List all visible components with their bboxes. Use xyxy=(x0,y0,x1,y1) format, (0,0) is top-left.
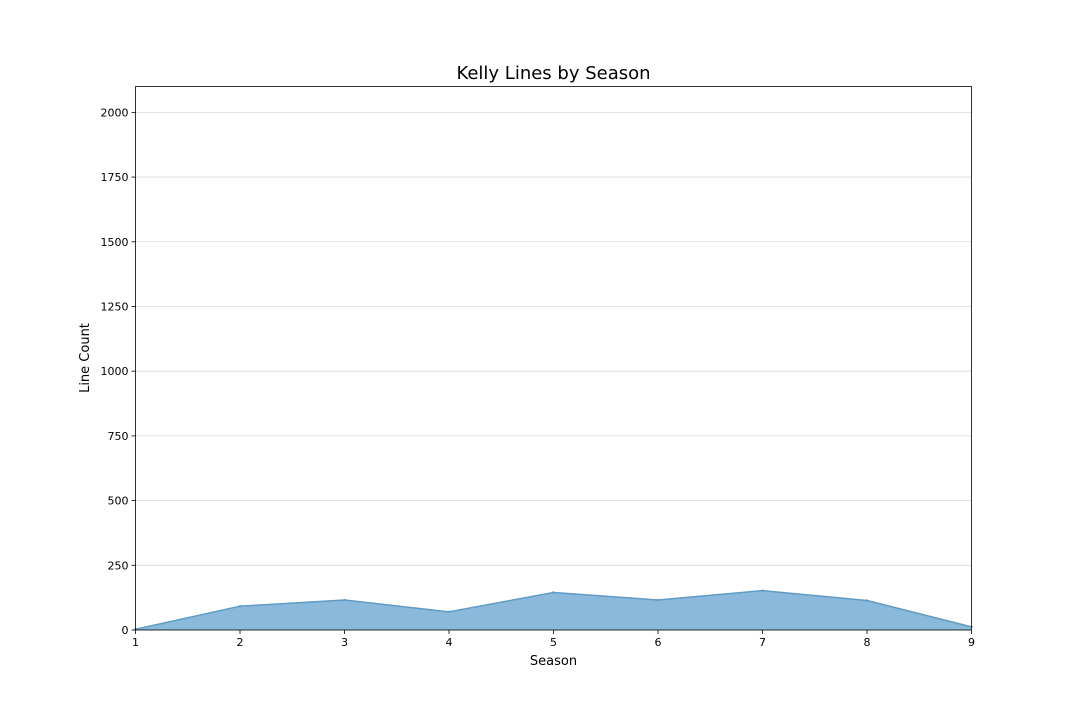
x-tick-label: 1 xyxy=(132,636,139,649)
y-tick-label: 1250 xyxy=(101,300,129,313)
data-point-season-5 xyxy=(552,591,555,594)
grid-layer xyxy=(135,111,972,566)
x-tick-label: 8 xyxy=(864,636,871,649)
x-tick-label: 2 xyxy=(237,636,244,649)
x-axis-ticks: 1 2 3 4 5 6 7 8 9 xyxy=(132,630,975,649)
chart-title: Kelly Lines by Season xyxy=(456,63,650,84)
x-tick-label: 9 xyxy=(968,636,975,649)
data-point-season-6 xyxy=(656,598,660,602)
data-point-season-7 xyxy=(761,589,764,592)
data-point-season-8 xyxy=(865,599,869,602)
area-fill xyxy=(135,590,972,630)
y-tick-label: 2000 xyxy=(101,106,129,119)
x-tick-label: 4 xyxy=(446,636,453,649)
y-axis-ticks: 0 250 500 750 1000 1250 1500 1750 2000 xyxy=(101,106,136,637)
data-point-season-2 xyxy=(238,604,242,608)
x-tick-label: 5 xyxy=(550,636,557,649)
x-axis-label: Season xyxy=(530,654,577,669)
data-point-season-4 xyxy=(447,610,451,614)
plot-frame xyxy=(135,86,972,631)
y-tick-label: 750 xyxy=(108,430,129,443)
y-tick-label: 1750 xyxy=(101,171,129,184)
area-layer xyxy=(134,589,973,631)
x-tick-label: 3 xyxy=(341,636,348,649)
y-tick-label: 1000 xyxy=(101,365,129,378)
y-tick-label: 1500 xyxy=(101,236,129,249)
data-point-season-3 xyxy=(343,598,346,602)
y-tick-label: 250 xyxy=(108,559,129,572)
y-tick-label: 0 xyxy=(122,624,129,637)
x-tick-label: 7 xyxy=(759,636,766,649)
y-tick-label: 500 xyxy=(108,495,129,508)
x-tick-label: 6 xyxy=(655,636,662,649)
y-axis-label: Line Count xyxy=(78,323,93,393)
